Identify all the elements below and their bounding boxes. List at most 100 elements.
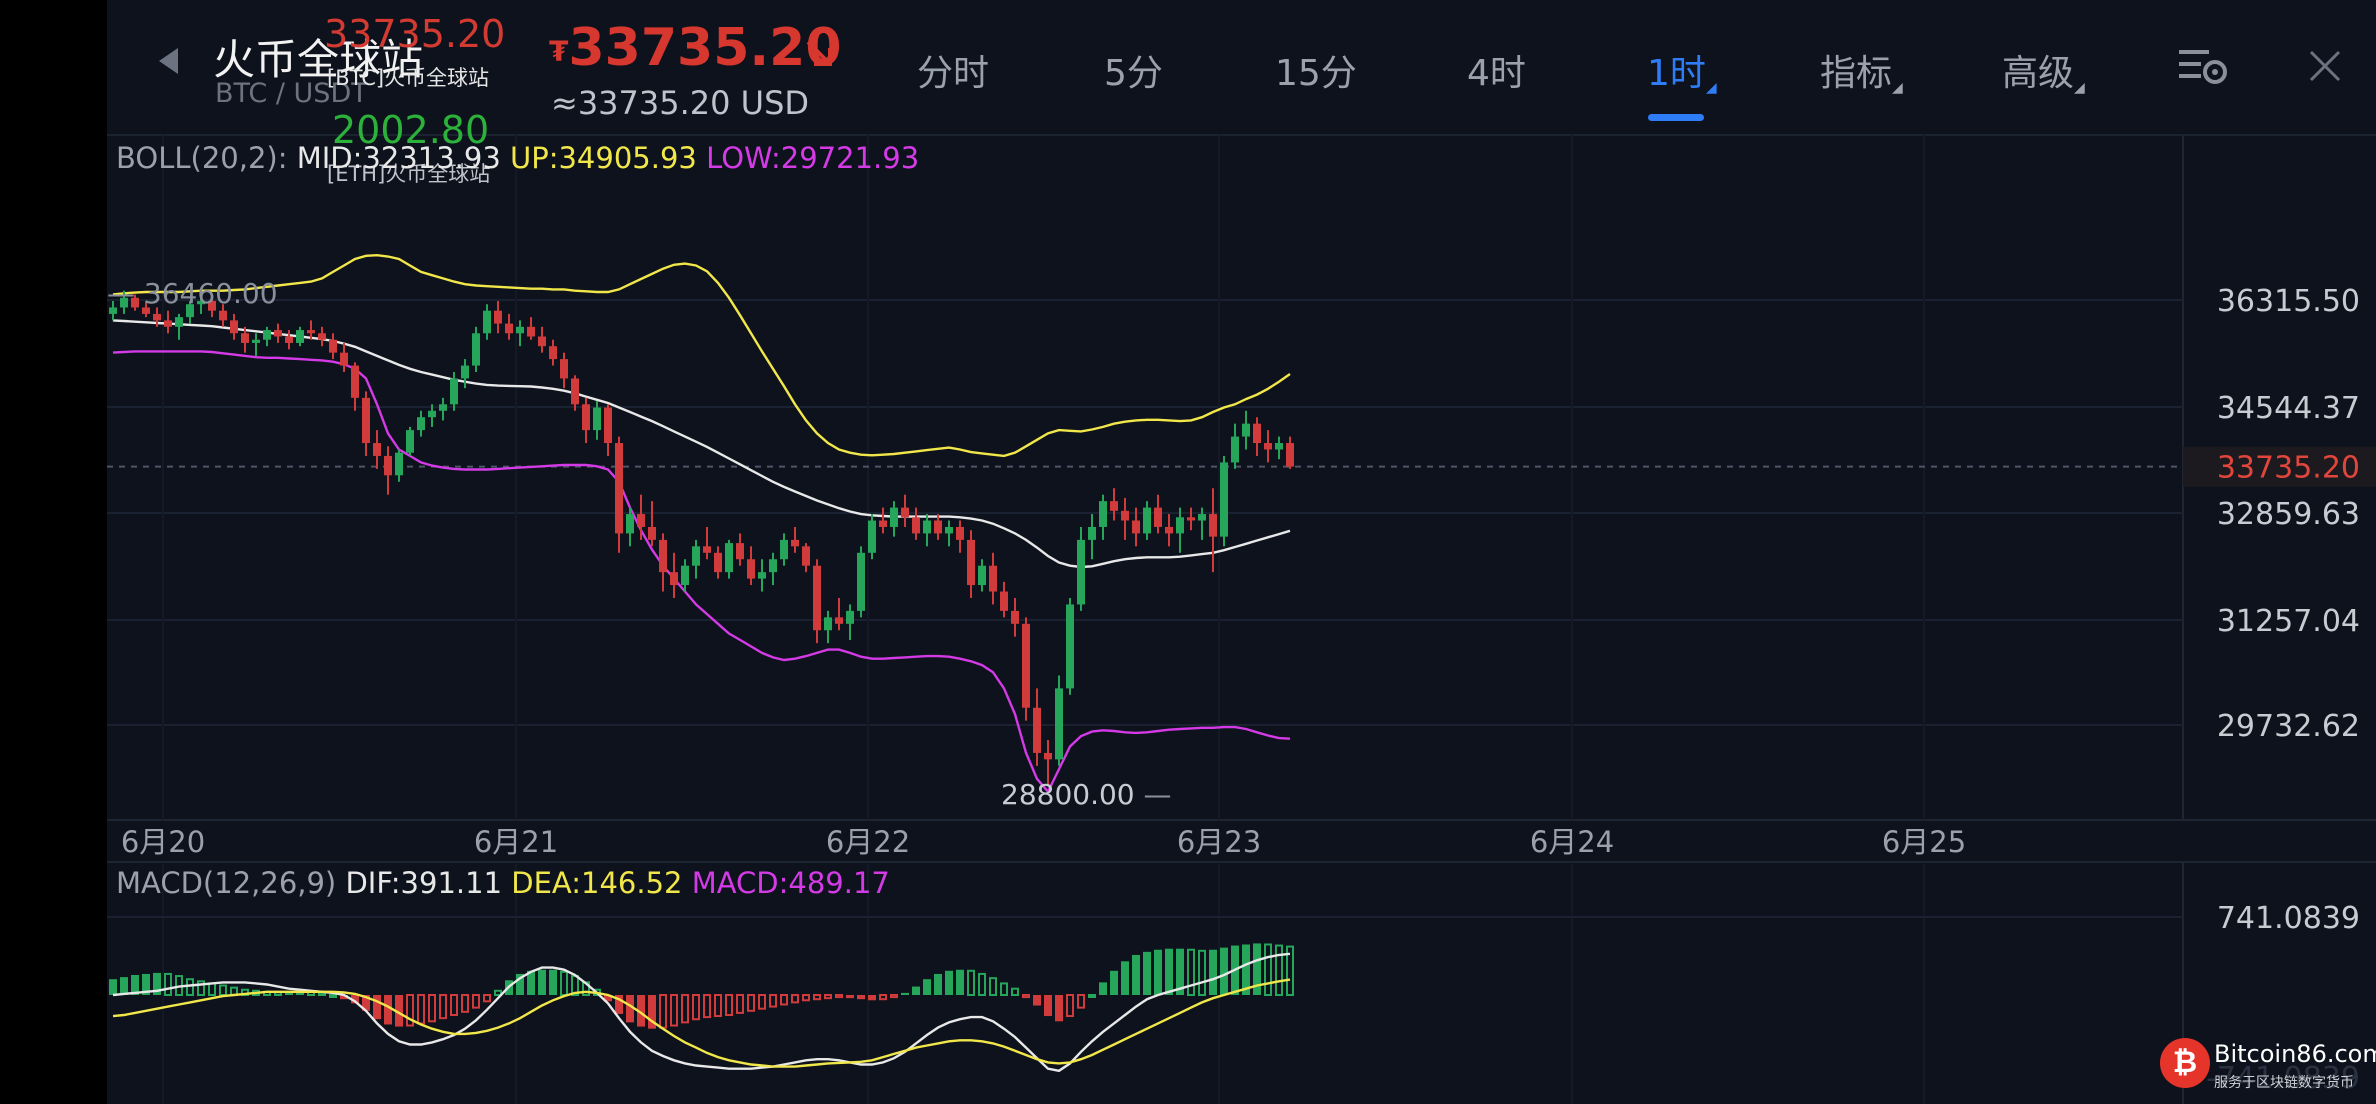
macd-bar xyxy=(1055,995,1063,1022)
candle-body xyxy=(1022,623,1030,708)
candle-body xyxy=(1044,752,1052,760)
macd-bar xyxy=(824,994,832,1000)
tab-1hour[interactable]: 1时◢ xyxy=(1647,44,1717,96)
candle-body xyxy=(1242,423,1250,437)
candle-body xyxy=(1011,610,1019,624)
macd-bar xyxy=(1044,995,1052,1017)
macd-bar xyxy=(549,969,557,995)
candle-body xyxy=(274,330,282,337)
tab-label: 5分 xyxy=(1104,53,1163,94)
candle-body xyxy=(681,565,689,586)
tab-dropdown-icon: ◢ xyxy=(2074,80,2085,96)
x-tick-label: 6月21 xyxy=(474,825,558,859)
macd-dea: DEA:146.52 xyxy=(511,866,683,900)
candle-body xyxy=(637,514,645,527)
candle-body xyxy=(296,330,304,343)
watermark-site: Bitcoin86.com xyxy=(2214,1040,2376,1068)
tab-label: 1时 xyxy=(1647,53,1706,94)
candle-body xyxy=(1121,510,1129,521)
candle-body xyxy=(109,307,117,314)
high-annotation: — 36460.00 xyxy=(107,277,278,310)
candle-body xyxy=(1055,688,1063,760)
candle-body xyxy=(406,430,414,453)
macd-bar xyxy=(626,995,634,1023)
macd-bar xyxy=(461,994,469,1013)
settings-icon[interactable] xyxy=(2177,44,2231,90)
y-tick-label: 31257.04 xyxy=(2217,604,2360,639)
boll-low: LOW:29721.93 xyxy=(706,141,920,175)
macd-legend: MACD(12,26,9) DIF:391.11 DEA:146.52 MACD… xyxy=(116,866,890,900)
macd-bar xyxy=(439,994,447,1020)
watermark-sub: 服务于区块链数字货币 xyxy=(2214,1075,2354,1091)
tab-label: 4时 xyxy=(1467,53,1526,94)
macd-bar xyxy=(219,984,227,997)
candle-body xyxy=(483,310,491,334)
exchange-name: 火币全球站 xyxy=(213,35,424,84)
macd-bar xyxy=(1209,949,1217,995)
candle-body xyxy=(802,546,810,566)
tab-5min[interactable]: 5分 xyxy=(1104,44,1163,96)
candle-body xyxy=(791,539,799,547)
macd-bar xyxy=(1011,987,1019,997)
macd-bar xyxy=(373,995,381,1020)
app-root: 36315.50 34544.37 32859.63 31257.04 29732.62… xyxy=(107,0,2376,1104)
candle-body xyxy=(252,339,260,343)
candle-body xyxy=(648,526,656,540)
candle-body xyxy=(736,543,744,560)
macd-bar xyxy=(296,991,304,995)
macd-bar xyxy=(340,995,348,1000)
macd-bar xyxy=(780,994,788,1006)
candle-body xyxy=(439,404,447,411)
tab-4hour[interactable]: 4时 xyxy=(1467,44,1526,96)
candle-body xyxy=(1033,707,1041,753)
macd-bar xyxy=(406,994,414,1027)
tab-label: 高级 xyxy=(2002,53,2075,94)
macd-bar xyxy=(197,980,205,996)
boll-up: UP:34905.93 xyxy=(510,141,697,175)
macd-bar xyxy=(1242,944,1250,995)
price-display: ₮33735.20 xyxy=(549,18,842,78)
macd-bar xyxy=(208,982,216,996)
close-icon[interactable] xyxy=(2307,48,2343,84)
tab-time-share[interactable]: 分时 xyxy=(917,44,989,96)
macd-bar xyxy=(1033,995,1041,1006)
macd-y-tick-label: -741.0839 xyxy=(2206,1061,2360,1096)
pair-name: BTC / USDT xyxy=(215,78,368,109)
high-connector: — xyxy=(107,277,135,310)
candle-body xyxy=(527,326,535,337)
macd-bar xyxy=(890,994,898,999)
tab-indicators[interactable]: 指标◢ xyxy=(1820,44,1903,96)
tab-advanced[interactable]: 高级◢ xyxy=(2002,44,2085,96)
tab-15min[interactable]: 15分 xyxy=(1275,44,1357,96)
candle-body xyxy=(978,565,986,586)
candle-body xyxy=(461,365,469,379)
overlay-btc-label: [BTC]火币全球站 xyxy=(327,66,490,90)
x-tick-label: 6月23 xyxy=(1177,825,1261,859)
overlay-btc-price: 33735.20 xyxy=(324,12,506,56)
current-price: 33735.20 xyxy=(568,18,842,78)
kline-chart[interactable]: 36315.50 34544.37 32859.63 31257.04 29732.62… xyxy=(107,0,2376,1104)
candle-body xyxy=(230,320,238,334)
macd-name: MACD(12,26,9) xyxy=(116,866,337,900)
candle-body xyxy=(615,443,623,534)
macd-bar xyxy=(868,995,876,1001)
candle-body xyxy=(835,617,843,624)
macd-bar xyxy=(956,969,964,995)
macd-bar xyxy=(428,994,436,1023)
candle-body xyxy=(956,526,964,540)
candle-body xyxy=(857,552,865,611)
candle-body xyxy=(1220,462,1228,537)
candle-body xyxy=(934,520,942,534)
back-button[interactable] xyxy=(159,48,178,74)
candle-body xyxy=(120,297,128,308)
macd-bar xyxy=(637,995,645,1027)
candle-body xyxy=(670,572,678,586)
candle-body xyxy=(219,310,227,321)
macd-bar xyxy=(142,973,150,995)
candle-body xyxy=(714,552,722,573)
y-tick-label: 34544.37 xyxy=(2217,391,2360,426)
price-usd: ≈33735.20 USD xyxy=(551,84,810,122)
candle-body xyxy=(890,507,898,527)
candle-body xyxy=(1253,423,1261,444)
macd-bar xyxy=(1143,951,1151,995)
